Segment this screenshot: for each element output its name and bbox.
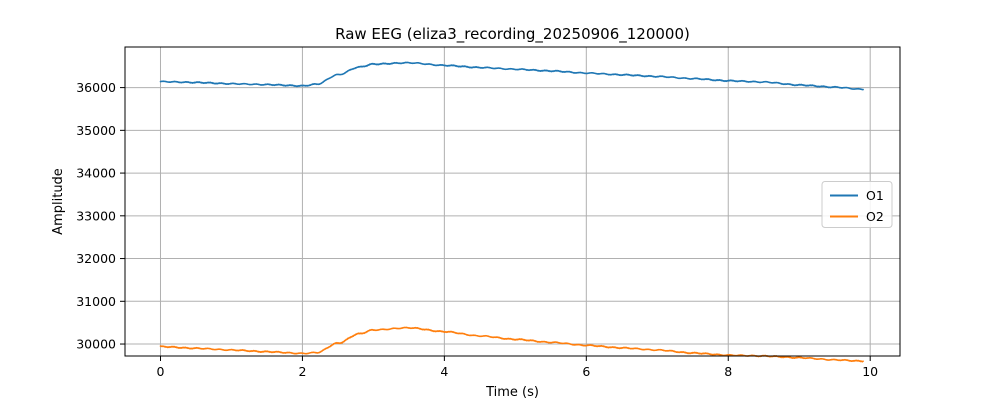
x-tick-label: 2 bbox=[298, 364, 306, 379]
x-tick-label: 8 bbox=[724, 364, 732, 379]
y-tick-label: 34000 bbox=[76, 166, 116, 181]
y-tick-label: 30000 bbox=[76, 337, 116, 352]
axis-ticks: 0 2 4 6 8 10 30000 31000 32000 33000 34000 35000 360… bbox=[76, 80, 878, 379]
chart-title: Raw EEG (eliza3_recording_20250906_12000… bbox=[335, 25, 690, 44]
axes-frame bbox=[124, 46, 901, 357]
x-tick-label: 0 bbox=[157, 364, 165, 379]
y-axis-title: Amplitude bbox=[51, 168, 66, 235]
y-tick-label: 36000 bbox=[76, 80, 116, 95]
y-tick-label: 33000 bbox=[76, 208, 116, 223]
x-tick-label: 6 bbox=[582, 364, 590, 379]
grid bbox=[125, 47, 900, 356]
x-axis-title: Time (s) bbox=[485, 385, 539, 400]
y-tick-label: 35000 bbox=[76, 123, 116, 138]
y-tick-label: 31000 bbox=[76, 294, 116, 309]
legend-label-o1: O1 bbox=[866, 188, 884, 203]
series-line-o1 bbox=[159, 61, 864, 91]
legend-label-o2: O2 bbox=[866, 209, 884, 224]
x-tick-label: 10 bbox=[862, 364, 878, 379]
y-tick-label: 32000 bbox=[76, 251, 116, 266]
x-tick-label: 4 bbox=[440, 364, 448, 379]
